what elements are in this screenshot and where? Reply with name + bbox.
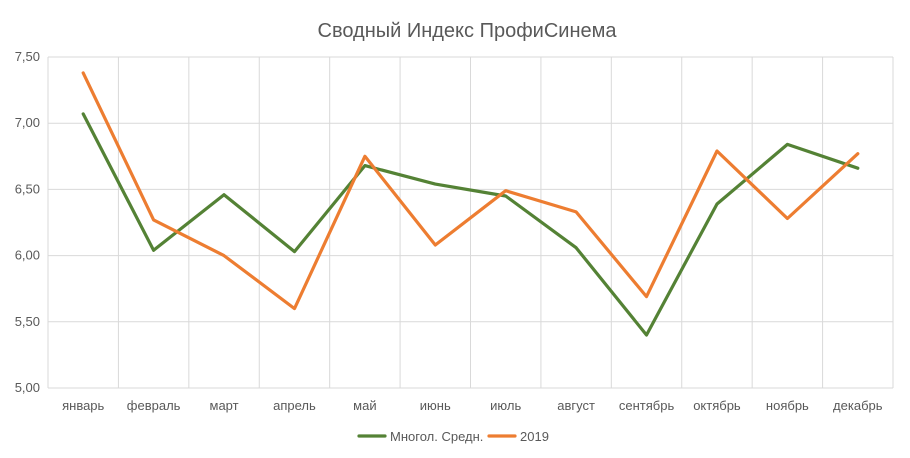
y-tick-label: 7,00 [15,115,40,130]
x-tick-label: июль [490,398,521,413]
x-tick-label: ноябрь [766,398,809,413]
x-tick-label: сентябрь [619,398,675,413]
series-lines [81,71,860,337]
x-axis-ticks: январь февраль март апрель май июнь июль август… [62,398,883,413]
y-tick-label: 5,00 [15,380,40,395]
legend-label: Многол. Средн. [390,429,483,444]
grid [47,56,894,389]
x-tick-label: февраль [127,398,181,413]
y-axis-ticks: 5,00 5,50 6,00 6,50 7,00 7,50 [15,49,40,395]
x-tick-label: март [210,398,239,413]
y-tick-label: 6,00 [15,248,40,263]
x-tick-label: август [557,398,595,413]
x-tick-label: октябрь [693,398,741,413]
x-tick-label: январь [62,398,104,413]
x-tick-label: июнь [420,398,451,413]
x-tick-label: декабрь [833,398,883,413]
chart-title: Сводный Индекс ПрофиСинема [318,20,618,42]
legend-label: 2019 [520,429,549,444]
x-tick-label: май [353,398,376,413]
x-tick-label: апрель [273,398,316,413]
y-tick-label: 5,50 [15,314,40,329]
legend: Многол. Средн. 2019 [357,429,549,444]
y-tick-label: 7,50 [15,49,40,64]
y-tick-label: 6,50 [15,181,40,196]
series-line-1 [81,112,860,337]
series-line-2 [81,71,860,311]
